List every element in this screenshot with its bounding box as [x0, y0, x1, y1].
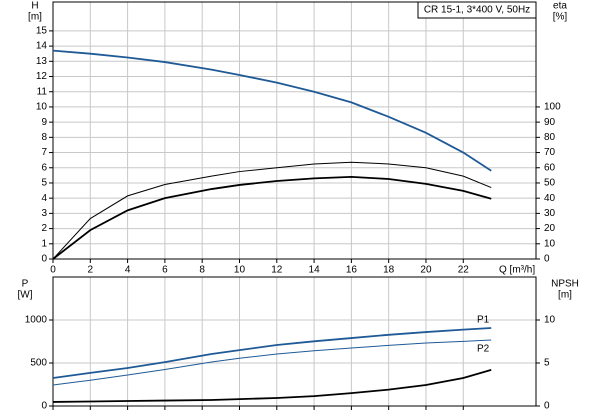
y-tick-label: 1 — [41, 238, 47, 249]
y-tick-label: 9 — [41, 117, 47, 128]
x-tick-label: 22 — [458, 265, 470, 276]
x-tick-label: 8 — [199, 265, 205, 276]
y-tick-label: 5 — [41, 178, 47, 189]
y-tick-label: 8 — [41, 132, 47, 143]
y-tick-label: 12 — [36, 71, 48, 82]
y2-label: NPSH — [551, 279, 579, 290]
x-tick-label: 4 — [125, 265, 131, 276]
y-unit: [W] — [18, 290, 33, 301]
y2-tick-label: 40 — [544, 193, 556, 204]
y-tick-label: 15 — [36, 26, 48, 37]
y2-tick-label: 70 — [544, 147, 556, 158]
series-label: P2 — [477, 344, 490, 355]
y2-tick-label: 5 — [544, 358, 550, 369]
top-frame — [52, 1, 537, 260]
y-tick-label: 2 — [41, 223, 47, 234]
y2-tick-label: 50 — [544, 178, 556, 189]
y2-tick-label: 0 — [544, 254, 550, 265]
y-label: H — [31, 1, 38, 12]
y2-label: eta — [553, 1, 567, 12]
chart-title: CR 15-1, 3*400 V, 50Hz — [424, 5, 530, 16]
x-tick-label: 0 — [50, 265, 56, 276]
y2-tick-label: 0 — [544, 401, 550, 412]
x-tick-label: 18 — [383, 265, 395, 276]
y-tick-label: 10 — [36, 102, 48, 113]
y-unit: [m] — [28, 12, 42, 23]
curve — [52, 161, 492, 260]
y2-unit: [m] — [558, 290, 572, 301]
curve — [52, 327, 492, 379]
y2-tick-label: 60 — [544, 162, 556, 173]
x-label: Q [m³/h] — [499, 265, 535, 276]
y-tick-label: 7 — [41, 147, 47, 158]
y-tick-label: 4 — [41, 193, 47, 204]
y2-tick-label: 10 — [544, 238, 556, 249]
y2-tick-label: 90 — [544, 117, 556, 128]
y-tick-label: 0 — [41, 401, 47, 412]
y-tick-label: 13 — [36, 56, 48, 67]
y2-tick-label: 20 — [544, 223, 556, 234]
y-tick-label: 6 — [41, 162, 47, 173]
y-tick-label: 3 — [41, 208, 47, 219]
x-tick-label: 6 — [162, 265, 168, 276]
y2-tick-label: 80 — [544, 132, 556, 143]
x-tick-label: 16 — [346, 265, 358, 276]
y-tick-label: 14 — [36, 41, 48, 52]
y-tick-label: 1000 — [25, 315, 48, 326]
curve — [52, 175, 492, 260]
y2-tick-label: 10 — [544, 315, 556, 326]
x-tick-label: 14 — [309, 265, 321, 276]
y-tick-label: 0 — [41, 254, 47, 265]
y-label: P — [22, 279, 29, 290]
curve — [52, 49, 492, 172]
x-tick-label: 2 — [88, 265, 94, 276]
y-tick-label: 11 — [37, 86, 48, 97]
y2-tick-label: 30 — [544, 208, 556, 219]
title-box — [417, 1, 537, 19]
x-tick-label: 12 — [271, 265, 283, 276]
y2-tick-label: 100 — [544, 102, 561, 113]
curve — [52, 339, 492, 386]
y2-unit: [%] — [553, 12, 568, 23]
x-tick-label: 10 — [234, 265, 246, 276]
curve — [52, 369, 492, 403]
series-label: P1 — [477, 315, 490, 326]
bottom-frame — [52, 276, 537, 407]
x-tick-label: 20 — [420, 265, 432, 276]
y-tick-label: 500 — [30, 358, 47, 369]
